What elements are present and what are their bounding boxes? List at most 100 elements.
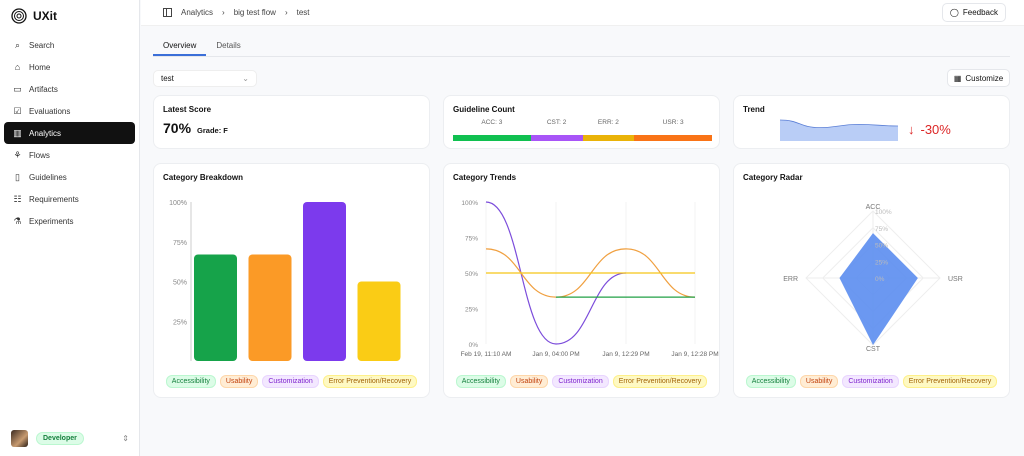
sidebar-toggle-icon[interactable] — [163, 8, 172, 17]
sidebar-item-requirements[interactable]: ☷ Requirements — [4, 188, 135, 210]
x-tick-label: Jan 9, 12:28 PM — [671, 351, 718, 358]
breadcrumb-current: test — [296, 8, 310, 17]
sidebar-item-artifacts[interactable]: ▭ Artifacts — [4, 78, 135, 100]
sidebar-item-label: Home — [29, 62, 51, 72]
legend: Accessibility Usability Customization Error… — [154, 375, 429, 388]
radar-axis-label: ERR — [783, 276, 798, 283]
message-icon: ◯ — [949, 8, 959, 17]
breadcrumb-separator: › — [284, 8, 288, 17]
segment-bar — [634, 135, 712, 141]
legend: Accessibility Usability Customization Error… — [444, 375, 719, 388]
sidebar-item-label: Experiments — [29, 216, 74, 226]
guideline-segment: USR: 3 — [634, 119, 712, 141]
segment-label: USR: 3 — [662, 119, 684, 126]
trend-change: -30% — [920, 122, 951, 137]
sidebar-item-label: Analytics — [29, 128, 62, 138]
customize-button[interactable]: ▦ Customize — [947, 69, 1010, 87]
segment-bar — [530, 135, 583, 141]
header: Analytics › big test flow › test ◯ Feedback — [141, 0, 1024, 26]
sidebar-item-search[interactable]: ⌕ Search — [4, 34, 135, 56]
card-title: Category Trends — [453, 173, 517, 182]
arrow-down-icon: ↓ — [908, 122, 915, 137]
y-tick-label: 100% — [461, 200, 478, 207]
chevron-down-icon: ⌄ — [242, 74, 249, 83]
card-title: Category Breakdown — [163, 173, 244, 182]
sidebar-item-evaluations[interactable]: ☑ Evaluations — [4, 100, 135, 122]
trend-sparkline — [780, 119, 899, 141]
segment-label: ERR: 2 — [597, 119, 619, 126]
legend-item[interactable]: Usability — [509, 375, 549, 388]
tabs: Overview Details — [153, 38, 1010, 57]
legend-item[interactable]: Error Prevention/Recovery — [322, 375, 418, 388]
x-tick-label: Jan 9, 04:00 PM — [532, 351, 579, 358]
bar-usability — [248, 254, 292, 361]
customize-label: Customize — [965, 73, 1004, 83]
legend-item[interactable]: Accessibility — [165, 375, 216, 388]
legend-item[interactable]: Error Prevention/Recovery — [612, 375, 708, 388]
feedback-label: Feedback — [962, 8, 998, 17]
tab-overview[interactable]: Overview — [153, 38, 207, 56]
legend-item[interactable]: Customization — [842, 375, 899, 388]
sparkline-area — [780, 120, 898, 141]
avatar — [11, 430, 28, 447]
legend-item[interactable]: Usability — [799, 375, 839, 388]
flow-icon: ⚘ — [13, 149, 22, 160]
card-title: Guideline Count — [453, 105, 515, 114]
user-menu[interactable]: Developer ⇕ — [11, 430, 129, 447]
legend-item[interactable]: Error Prevention/Recovery — [902, 375, 998, 388]
guideline-segment: CST: 2 — [530, 119, 583, 141]
radar-tick-label: 25% — [875, 259, 888, 266]
y-tick-label: 25% — [465, 307, 478, 314]
score-value: 70% — [163, 120, 192, 136]
legend-item[interactable]: Accessibility — [745, 375, 796, 388]
sidebar-item-home[interactable]: ⌂ Home — [4, 56, 135, 78]
radar-tick-label: 50% — [875, 243, 888, 250]
radar-tick-label: 0% — [875, 276, 885, 283]
sidebar-nav: ⌕ Search ⌂ Home ▭ Artifacts ☑ Evaluations ▥ Analy… — [4, 34, 135, 232]
legend-item[interactable]: Customization — [552, 375, 609, 388]
radar-area — [839, 233, 918, 345]
chevron-up-down-icon[interactable]: ⇕ — [122, 434, 129, 443]
x-tick-label: Feb 19, 11:10 AM — [461, 351, 512, 358]
sidebar-item-guidelines[interactable]: ▯ Guidelines — [4, 166, 135, 188]
search-icon: ⌕ — [14, 39, 21, 50]
sidebar-item-flows[interactable]: ⚘ Flows — [4, 144, 135, 166]
legend-item[interactable]: Usability — [219, 375, 259, 388]
sidebar-item-label: Search — [29, 40, 55, 50]
app-logo[interactable]: UXit — [11, 8, 57, 24]
home-icon: ⌂ — [14, 62, 21, 72]
legend-item[interactable]: Accessibility — [455, 375, 506, 388]
breadcrumb-flow[interactable]: big test flow — [233, 8, 276, 17]
sidebar-item-label: Guidelines — [29, 172, 67, 182]
latest-score-card: Latest Score 70% Grade: F — [153, 95, 430, 149]
segment-label: ACC: 3 — [481, 119, 503, 126]
run-select[interactable]: test ⌄ — [153, 70, 257, 87]
y-tick-label: 50% — [465, 271, 478, 278]
segment-bar — [582, 135, 635, 141]
role-badge: Developer — [36, 432, 84, 445]
sidebar-item-label: Evaluations — [29, 106, 71, 116]
legend-item[interactable]: Customization — [262, 375, 319, 388]
bar-error-prevention-recovery — [357, 281, 401, 361]
trend-card: Trend ↓ -30% — [733, 95, 1010, 149]
feedback-button[interactable]: ◯ Feedback — [941, 3, 1006, 22]
sidebar-item-experiments[interactable]: ⚗ Experiments — [4, 210, 135, 232]
book-icon: ▯ — [15, 171, 20, 182]
breadcrumb-separator: › — [222, 8, 225, 17]
y-tick-label: 75% — [173, 240, 187, 247]
breadcrumb-analytics[interactable]: Analytics — [181, 8, 214, 17]
x-tick-label: Jan 9, 12:29 PM — [602, 351, 649, 358]
y-tick-label: 50% — [173, 280, 187, 287]
y-tick-label: 100% — [169, 200, 187, 207]
bar-accessibility — [194, 254, 237, 361]
grade: Grade: F — [197, 126, 228, 135]
sidebar-item-label: Flows — [29, 150, 50, 160]
radar-axis-label: ACC — [866, 204, 881, 211]
folder-icon: ▭ — [13, 83, 22, 94]
sidebar: UXit ⌕ Search ⌂ Home ▭ Artifacts ☑ Evaluations ▥… — [0, 0, 140, 456]
sidebar-item-analytics[interactable]: ▥ Analytics — [4, 122, 135, 144]
y-tick-label: 75% — [465, 236, 478, 243]
tab-details[interactable]: Details — [216, 41, 241, 50]
card-title: Category Radar — [743, 173, 803, 182]
sidebar-item-label: Requirements — [29, 194, 79, 204]
